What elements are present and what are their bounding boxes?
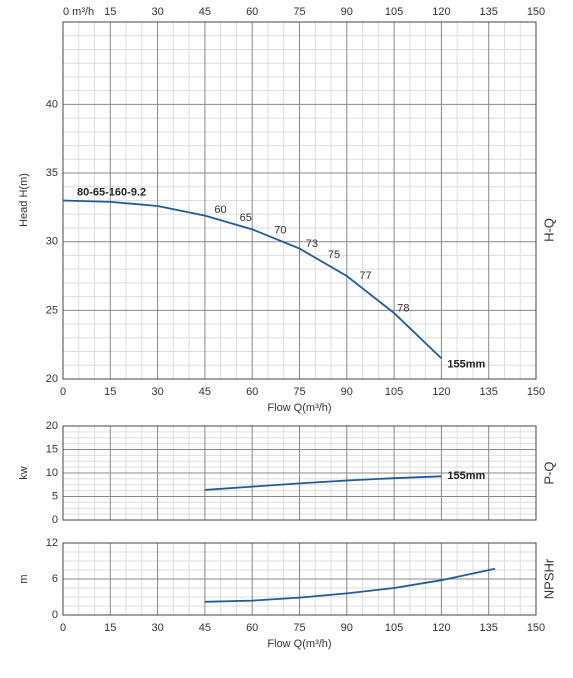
efficiency-label: 78 <box>397 303 409 315</box>
curve <box>62 199 443 360</box>
plot-frame <box>62 542 537 616</box>
x-tick-label: 150 <box>527 622 545 634</box>
y-tick-label: 6 <box>52 573 58 585</box>
x-tick-label: 120 <box>432 386 450 398</box>
x2-tick-label: 30 <box>151 6 163 18</box>
efficiency-label: 65 <box>240 212 252 224</box>
y-tick-label: 5 <box>52 490 58 502</box>
x-tick-label: 90 <box>341 622 353 634</box>
y-tick-label: 0 <box>52 514 58 526</box>
side-label: NPSHr <box>541 558 556 599</box>
x2-tick-label: 135 <box>480 6 498 18</box>
x-axis-label: Flow Q(m³/h) <box>267 638 331 650</box>
model-label: 80-65-160-9.2 <box>77 186 146 198</box>
plot-frame <box>62 425 537 521</box>
x-tick-label: 15 <box>104 386 116 398</box>
x-tick-label: 75 <box>293 622 305 634</box>
side-label: P-Q <box>541 461 556 484</box>
x-tick-label: 135 <box>480 622 498 634</box>
x-tick-label: 30 <box>151 622 163 634</box>
x-tick-label: 120 <box>432 622 450 634</box>
x-tick-label: 0 <box>60 386 66 398</box>
y-tick-label: 0 <box>52 609 58 621</box>
x2-tick-label: 90 <box>341 6 353 18</box>
x2-tick-label: 45 <box>199 6 211 18</box>
x-tick-label: 60 <box>246 386 258 398</box>
x-tick-label: 90 <box>341 386 353 398</box>
x-tick-label: 15 <box>104 622 116 634</box>
y-axis-label: kw <box>18 466 30 480</box>
x-tick-label: 135 <box>480 386 498 398</box>
x-tick-label: 30 <box>151 386 163 398</box>
x-tick-label: 105 <box>385 622 403 634</box>
x-tick-label: 150 <box>527 386 545 398</box>
x-axis-label: Flow Q(m³/h) <box>267 402 331 414</box>
y-tick-label: 20 <box>46 373 58 385</box>
y-tick-label: 20 <box>46 420 58 432</box>
efficiency-label: 75 <box>328 249 340 261</box>
x2-tick-label: 0 m³/h <box>63 6 94 18</box>
x2-tick-label: 60 <box>246 6 258 18</box>
curve <box>204 567 496 603</box>
y-tick-label: 12 <box>46 537 58 549</box>
curve-label: 155mm <box>447 358 485 370</box>
y-tick-label: 30 <box>46 236 58 248</box>
x2-tick-label: 15 <box>104 6 116 18</box>
x-tick-label: 75 <box>293 386 305 398</box>
x2-tick-label: 150 <box>527 6 545 18</box>
x2-tick-label: 120 <box>432 6 450 18</box>
side-label: H-Q <box>541 218 556 242</box>
x-tick-label: 60 <box>246 622 258 634</box>
y-tick-label: 25 <box>46 304 58 316</box>
efficiency-label: 60 <box>214 204 226 216</box>
x-tick-label: 0 <box>60 622 66 634</box>
y-axis-label: m <box>18 574 30 583</box>
y-tick-label: 40 <box>46 98 58 110</box>
x2-tick-label: 105 <box>385 6 403 18</box>
x-tick-label: 105 <box>385 386 403 398</box>
y-tick-label: 10 <box>46 467 58 479</box>
y-tick-label: 35 <box>46 167 58 179</box>
y-axis-label: Head H(m) <box>18 173 30 227</box>
curve <box>204 475 442 491</box>
x-tick-label: 45 <box>199 386 211 398</box>
efficiency-label: 70 <box>274 224 286 236</box>
efficiency-label: 77 <box>359 270 371 282</box>
x-tick-label: 45 <box>199 622 211 634</box>
efficiency-label: 73 <box>306 238 318 250</box>
x2-tick-label: 75 <box>293 6 305 18</box>
curve-label: 155mm <box>447 470 485 482</box>
y-tick-label: 15 <box>46 443 58 455</box>
